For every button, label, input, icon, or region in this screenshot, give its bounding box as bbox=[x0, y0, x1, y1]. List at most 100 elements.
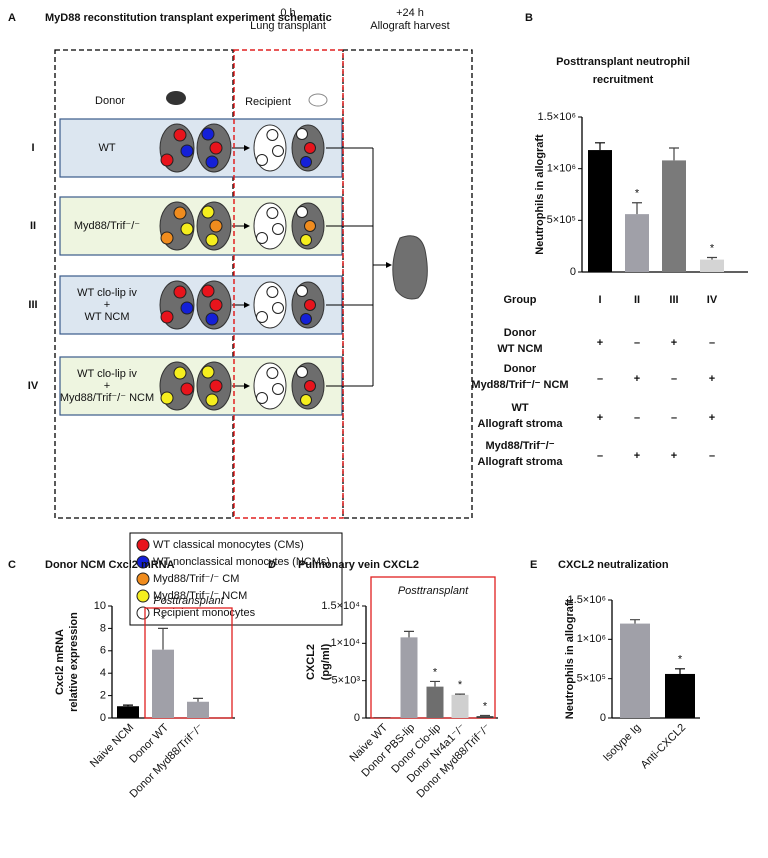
harvest-lung bbox=[392, 235, 428, 300]
monocyte bbox=[160, 391, 174, 405]
monocyte bbox=[304, 220, 316, 232]
arrow-head bbox=[244, 223, 250, 229]
table-cell: – bbox=[709, 337, 715, 349]
legend-box bbox=[129, 532, 343, 626]
monocyte bbox=[205, 393, 219, 407]
bar bbox=[187, 701, 209, 718]
legend-swatch bbox=[136, 572, 150, 586]
monocyte bbox=[296, 128, 308, 140]
error-bar bbox=[669, 147, 679, 161]
y-tick-label: 2 bbox=[100, 690, 106, 702]
monocyte bbox=[266, 367, 279, 379]
row-condition: WT bbox=[98, 142, 115, 154]
table-row-label: WT bbox=[511, 402, 528, 414]
error-bar bbox=[632, 202, 642, 215]
column-header: +24 h bbox=[396, 7, 424, 19]
y-tick-label: 0 bbox=[600, 712, 606, 724]
table-cell: + bbox=[671, 450, 677, 462]
panel-title: MyD88 reconstitution transplant experime… bbox=[45, 12, 332, 24]
error-bar bbox=[675, 668, 685, 674]
annotation: Posttransplant bbox=[153, 595, 224, 607]
error-bar bbox=[480, 714, 490, 717]
table-row-label: Donor bbox=[504, 327, 537, 339]
y-axis-label: Neutrophils in allograft bbox=[564, 598, 576, 719]
monocyte bbox=[160, 310, 174, 324]
table-cell: – bbox=[671, 373, 677, 385]
arrow-head bbox=[244, 302, 250, 308]
chart-title: recruitment bbox=[593, 74, 654, 86]
bar bbox=[152, 649, 174, 718]
bar bbox=[476, 716, 494, 718]
bar bbox=[451, 694, 469, 718]
y-tick-label: 0 bbox=[570, 266, 576, 278]
table-row-label: Allograft stroma bbox=[478, 418, 564, 430]
table-cell: + bbox=[634, 373, 640, 385]
error-bar bbox=[707, 256, 717, 260]
y-axis-label: relative expression bbox=[68, 612, 80, 712]
monocyte bbox=[205, 233, 219, 247]
monocyte bbox=[180, 301, 194, 315]
arrow-head bbox=[244, 383, 250, 389]
panel-label: D bbox=[268, 559, 276, 571]
panel-label: A bbox=[8, 12, 16, 24]
row-condition: WT clo-lip iv bbox=[77, 287, 137, 299]
monocyte bbox=[256, 392, 268, 404]
row-condition: + bbox=[104, 299, 110, 311]
row-label: I bbox=[31, 142, 34, 154]
monocyte bbox=[209, 379, 223, 393]
row-label: IV bbox=[28, 380, 39, 392]
chart-title: Pulmonary vein CXCL2 bbox=[298, 559, 419, 571]
monocyte bbox=[300, 313, 312, 325]
bar bbox=[400, 637, 418, 718]
monocyte bbox=[304, 299, 316, 311]
row-condition: Myd88/Trif⁻/⁻ bbox=[74, 220, 140, 232]
legend-swatch bbox=[136, 606, 150, 620]
y-tick-label: 5×10⁵ bbox=[547, 214, 576, 226]
table-row-label: Allograft stroma bbox=[478, 456, 564, 468]
arrow-head bbox=[386, 262, 392, 268]
y-tick-label: 1×10⁴ bbox=[330, 637, 360, 649]
y-tick-label: 5×10⁵ bbox=[577, 673, 606, 685]
bar bbox=[665, 673, 695, 718]
legend-label: Myd88/Trif⁻/⁻ CM bbox=[153, 573, 239, 585]
monocyte bbox=[201, 365, 215, 379]
error-bar bbox=[123, 704, 133, 707]
y-tick-label: 8 bbox=[100, 622, 106, 634]
column-header: Donor bbox=[95, 95, 125, 107]
monocyte bbox=[256, 311, 268, 323]
monocyte bbox=[173, 206, 187, 220]
significance-marker: * bbox=[161, 613, 166, 625]
monocyte bbox=[205, 155, 219, 169]
monocyte bbox=[180, 222, 194, 236]
y-axis-label: CXCL2 bbox=[305, 644, 317, 680]
table-header: Group bbox=[504, 294, 537, 306]
table-row-label: Donor bbox=[504, 363, 537, 375]
chart-title: Donor NCM Cxcl2 mRNA bbox=[45, 559, 175, 571]
significance-marker: * bbox=[635, 188, 640, 200]
table-row-label: Myd88/Trif⁻/⁻ NCM bbox=[471, 379, 568, 391]
y-axis-label: (pg/ml) bbox=[320, 643, 332, 680]
y-axis-label: Cxcl2 mRNA bbox=[54, 629, 66, 695]
legend-label: WT nonclassical monocytes (NCMs) bbox=[153, 556, 330, 568]
error-bar bbox=[193, 697, 203, 702]
monocyte bbox=[296, 366, 308, 378]
monocyte bbox=[173, 366, 187, 380]
table-cell: + bbox=[634, 450, 640, 462]
bar bbox=[620, 623, 650, 718]
y-tick-label: 5×10³ bbox=[332, 675, 361, 687]
monocyte bbox=[300, 156, 312, 168]
y-tick-label: 1.5×10⁶ bbox=[538, 111, 576, 123]
error-bar bbox=[630, 619, 640, 624]
y-tick-label: 1×10⁶ bbox=[547, 163, 576, 175]
table-row-label: WT NCM bbox=[497, 343, 542, 355]
monocyte bbox=[180, 144, 194, 158]
monocyte bbox=[296, 285, 308, 297]
monocyte bbox=[209, 219, 223, 233]
y-tick-label: 6 bbox=[100, 645, 106, 657]
monocyte bbox=[256, 232, 268, 244]
table-cell: + bbox=[709, 412, 715, 424]
bar bbox=[625, 214, 649, 272]
monocyte bbox=[160, 231, 174, 245]
significance-marker: * bbox=[458, 679, 463, 691]
